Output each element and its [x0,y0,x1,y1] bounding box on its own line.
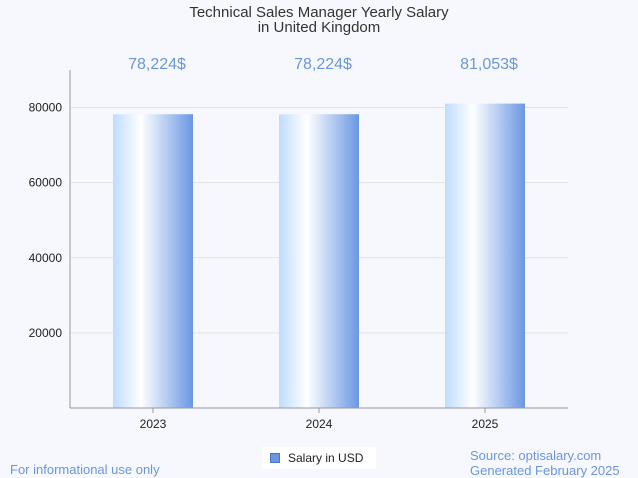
y-tick-label: 40000 [29,251,63,265]
source-link[interactable]: Source: optisalary.com [470,448,602,463]
y-tick-label: 80000 [29,101,63,115]
x-tick-label: 2025 [472,417,499,431]
data-label: 78,224$ [294,56,352,73]
bar-2025 [445,103,525,408]
disclaimer-text: For informational use only [10,462,160,477]
y-tick-label: 60000 [29,176,63,190]
legend-swatch-icon [270,453,280,463]
legend-label: Salary in USD [288,451,364,465]
bar-2023 [113,114,193,408]
x-tick-label: 2023 [140,417,167,431]
data-label: 81,053$ [460,56,518,73]
x-tick-label: 2024 [306,417,333,431]
y-tick-label: 20000 [29,326,63,340]
bar-2024 [279,114,359,408]
chart-legend[interactable]: Salary in USD [262,447,376,469]
data-label: 78,224$ [128,56,186,73]
chart-title-line2: in United Kingdom [257,19,381,36]
chart-title-line1: Technical Sales Manager Yearly Salary [189,4,449,21]
generated-date: Generated February 2025 [470,463,620,478]
